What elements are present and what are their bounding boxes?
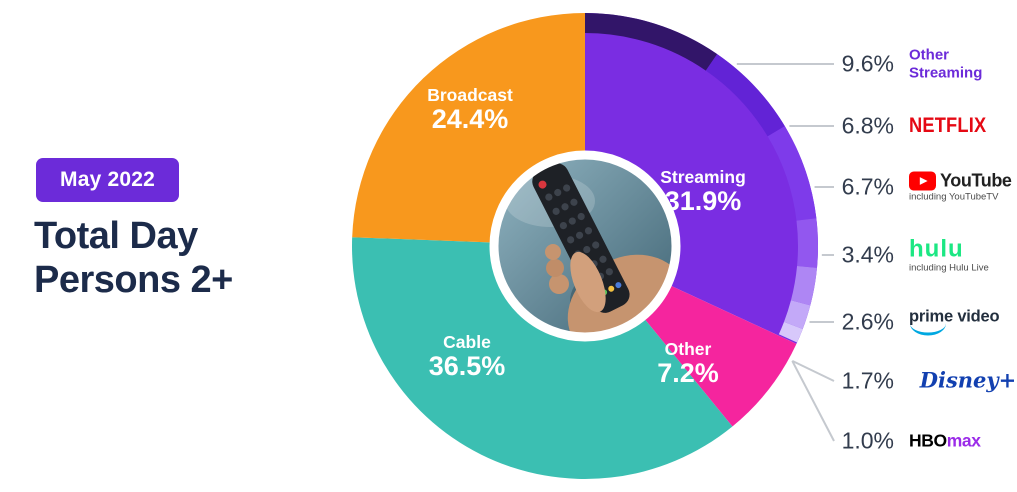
legend-percent: 1.7% [841, 367, 894, 394]
slice-name: Cable [443, 331, 491, 352]
band-youtube [767, 126, 817, 221]
hbo-max-logo: HBOmax [909, 431, 1017, 451]
streaming-breakdown-ring [585, 13, 819, 343]
legend-row-other-streaming: 9.6% Other Streaming [820, 46, 1017, 81]
prime-video-wordmark: prime video [909, 307, 1000, 326]
legend-percent: 2.6% [841, 308, 894, 335]
youtube-logo: YouTube including YouTubeTV [909, 170, 1017, 203]
slice-name: Broadcast [427, 84, 513, 105]
page-title-line2: Persons 2+ [34, 259, 233, 302]
slice-label-broadcast: Broadcast 24.4% [427, 86, 513, 134]
photo-ring [489, 150, 681, 342]
band-prime-video [790, 266, 817, 306]
prime-video-logo: prime video [909, 307, 1017, 336]
slice-value: 24.4% [431, 103, 509, 134]
youtube-play-icon [909, 171, 936, 191]
band-disney+ [784, 300, 811, 330]
slice-label-streaming: Streaming 31.9% [660, 168, 746, 216]
date-badge-label: May 2022 [60, 168, 156, 191]
disney-plus-wordmark: Disney+ [919, 367, 1017, 393]
slice-label-cable: Cable 36.5% [429, 333, 506, 381]
netflix-logo: NETFLIX [909, 113, 1017, 138]
legend-row-youtube: 6.7% YouTube including YouTubeTV [820, 170, 1017, 203]
legend-percent: 9.6% [841, 50, 894, 77]
prime-smile-arc [910, 323, 946, 336]
youtube-wordmark: YouTube [940, 170, 1012, 191]
band-other-streaming [585, 13, 718, 71]
slice-value: 36.5% [428, 350, 506, 381]
slice-value: 7.2% [657, 357, 719, 388]
other-streaming-line1: Other [909, 46, 950, 64]
legend-row-disney-plus: 1.7% Disney+ [820, 368, 1017, 395]
other-streaming-label: Other Streaming [909, 46, 1017, 81]
slice-label-other: Other 7.2% [657, 340, 719, 388]
page-title: Total Day Persons 2+ [34, 214, 233, 302]
band-netflix [705, 54, 785, 137]
hulu-wordmark: hulu [909, 235, 964, 263]
netflix-wordmark: NETFLIX [909, 113, 987, 138]
band-hbo-max [778, 321, 803, 343]
date-badge: May 2022 [36, 158, 180, 202]
slice-name: Streaming [660, 166, 746, 187]
slice-cable [352, 237, 733, 479]
legend-row-hulu: 3.4% hulu including Hulu Live [820, 236, 1017, 273]
disney-plus-logo: Disney+ [909, 367, 1017, 393]
legend-row-prime-video: 2.6% prime video [820, 307, 1017, 336]
hulu-logo: hulu including Hulu Live [909, 236, 1017, 273]
legend-percent: 6.7% [841, 173, 894, 200]
band-hulu [796, 218, 819, 268]
slice-value: 31.9% [664, 185, 742, 216]
legend-row-netflix: 6.8% NETFLIX [820, 113, 1017, 140]
hbo-wordmark: HBO [909, 430, 947, 451]
hulu-note: including Hulu Live [909, 262, 989, 274]
legend-percent: 3.4% [841, 241, 894, 268]
max-wordmark: max [946, 430, 981, 451]
callout-line [791, 359, 835, 382]
slice-name: Other [664, 338, 712, 359]
legend-percent: 6.8% [841, 112, 894, 139]
legend-percent: 1.0% [841, 427, 894, 454]
other-streaming-line2: Streaming [909, 64, 983, 81]
callout-line [791, 360, 835, 442]
center-photo-remote-hand [498, 159, 672, 333]
callout-lines [736, 63, 835, 442]
youtube-wordmark-row: YouTube [909, 170, 1017, 191]
page-title-line1: Total Day [34, 215, 198, 257]
legend-row-hbo-max: 1.0% HBOmax [820, 428, 1017, 455]
youtube-note: including YouTubeTV [909, 191, 999, 203]
